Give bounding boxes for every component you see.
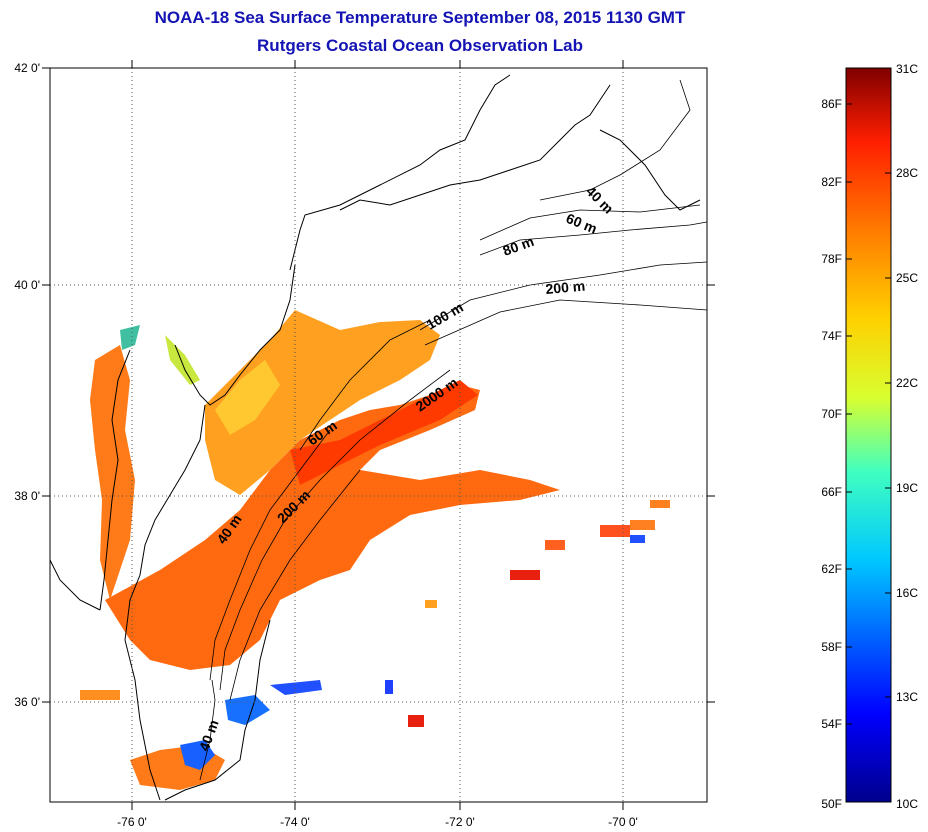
colorbar-c-label: 25C [896, 271, 918, 285]
graticule [50, 68, 707, 802]
sst-patch [600, 525, 630, 537]
coastline [50, 74, 701, 801]
sst-patch [385, 680, 393, 694]
lon-tick-label: -72 0' [445, 815, 475, 829]
map-title: NOAA-18 Sea Surface Temperature Septembe… [154, 8, 686, 27]
colorbar-c-label: 31C [896, 62, 918, 76]
sst-patch [510, 570, 540, 580]
sst-cold-patch-3 [270, 680, 322, 695]
colorbar-f-label: 82F [821, 175, 842, 189]
colorbar-c-label: 16C [896, 586, 918, 600]
sst-chesapeake [90, 345, 135, 600]
sst-hot-region [290, 380, 478, 485]
sst-patch [630, 535, 645, 543]
sst-bay-cool [120, 325, 140, 350]
sst-patch [545, 540, 565, 550]
colorbar-f-label: 54F [821, 717, 842, 731]
lat-tick-label: 42 0' [14, 61, 40, 75]
colorbar-f-label: 50F [821, 797, 842, 811]
colorbar-c-label: 10C [896, 797, 918, 811]
colorbar-c-label: 13C [896, 690, 918, 704]
colorbar [845, 67, 892, 803]
axis-ticks [42, 60, 715, 810]
colorbar-f-label: 70F [821, 407, 842, 421]
lon-tick-label: -74 0' [280, 815, 310, 829]
lon-tick-labels: -76 0' -74 0' -72 0' -70 0' [117, 815, 638, 829]
colorbar-f-label: 58F [821, 640, 842, 654]
colorbar-c-label: 19C [896, 481, 918, 495]
sst-patch [80, 690, 120, 700]
colorbar-fahrenheit-labels: 86F 82F 78F 74F 70F 66F 62F 58F 54F 50F [821, 97, 842, 811]
sst-warm-region [105, 385, 560, 670]
colorbar-f-label: 74F [821, 329, 842, 343]
colorbar-ticks [846, 103, 891, 725]
colorbar-f-label: 62F [821, 562, 842, 576]
sst-patch [650, 500, 670, 508]
colorbar-c-label: 28C [896, 166, 918, 180]
colorbar-f-label: 78F [821, 252, 842, 266]
sst-patch [408, 715, 424, 727]
lat-tick-labels: 42 0' 40 0' 38 0' 36 0' [14, 61, 40, 709]
sst-delaware-bay [165, 335, 200, 385]
sst-mild-region [215, 360, 280, 435]
lat-tick-label: 38 0' [14, 489, 40, 503]
sst-cold-patch [180, 740, 215, 770]
lon-tick-label: -70 0' [608, 815, 638, 829]
lat-tick-label: 36 0' [14, 695, 40, 709]
map-subtitle: Rutgers Coastal Ocean Observation Lab [257, 36, 583, 55]
lat-tick-label: 40 0' [14, 278, 40, 292]
isobath-label: 200 m [545, 278, 586, 297]
sst-patch [630, 520, 655, 530]
colorbar-f-label: 86F [821, 97, 842, 111]
colorbar-f-label: 66F [821, 485, 842, 499]
isobaths [199, 79, 707, 781]
colorbar-c-label: 22C [896, 376, 918, 390]
sst-patch [425, 600, 437, 608]
sst-field [80, 310, 670, 790]
lon-tick-label: -76 0' [117, 815, 147, 829]
sst-shelf-region [205, 310, 440, 495]
colorbar-celsius-labels: 31C 28C 25C 22C 19C 16C 13C 10C [896, 62, 918, 811]
